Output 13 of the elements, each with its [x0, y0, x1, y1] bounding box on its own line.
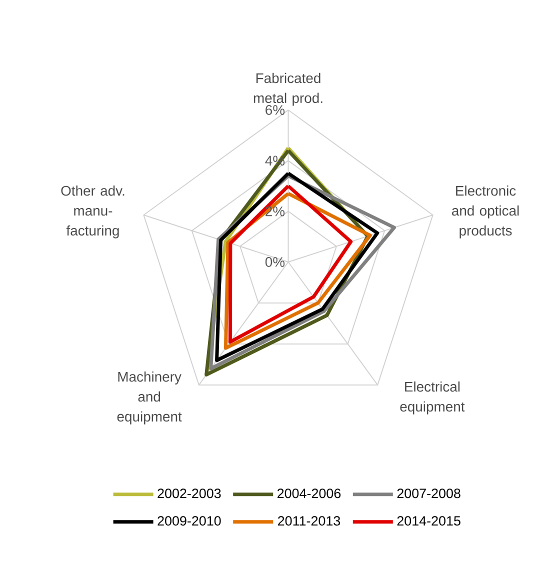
spoke-label: Electrical equipment	[400, 381, 465, 414]
legend-label: 2007-2008	[397, 488, 460, 498]
spoke-label: Electronic and optical products	[452, 186, 519, 238]
legend-label: 2011-2013	[278, 516, 340, 526]
spoke-label: Machinery and equipment	[117, 371, 182, 424]
legend-label: 2009-2010	[158, 516, 221, 526]
spoke-label: Fabricated metal prod.	[254, 72, 322, 106]
y-tick-label: 0%	[265, 257, 284, 267]
y-tick-label: 6%	[265, 105, 284, 115]
legend-label: 2002-2003	[158, 488, 221, 498]
spoke-label: Other adv. manu-facturing	[61, 186, 124, 238]
legend-label: 2004-2006	[277, 488, 340, 498]
legend-label: 2014-2015	[397, 516, 460, 526]
